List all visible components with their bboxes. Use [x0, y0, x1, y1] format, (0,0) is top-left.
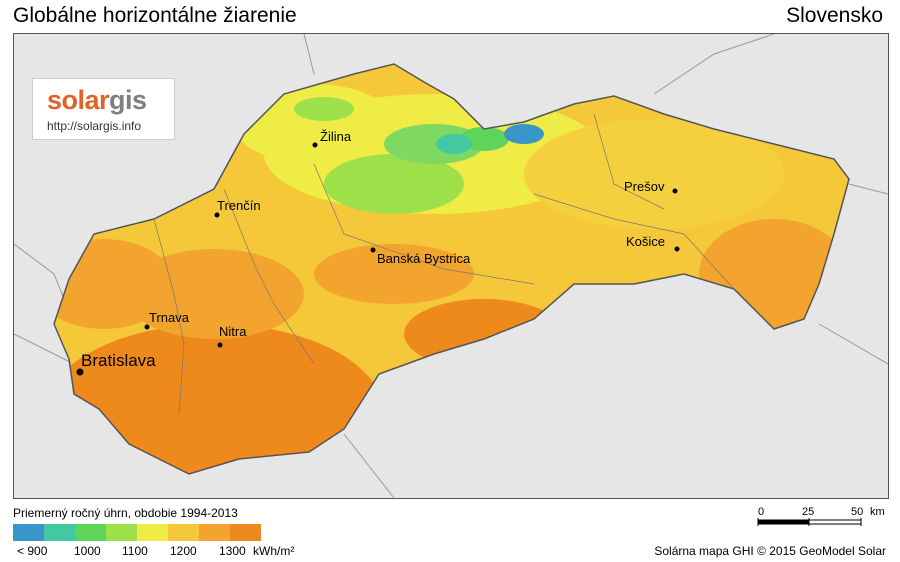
city-label: Banská Bystrica	[377, 251, 471, 266]
city-label: Žilina	[320, 129, 352, 144]
legend-swatch	[168, 524, 199, 541]
legend-title: Priemerný ročný úhrn, obdobie 1994-2013	[13, 506, 238, 520]
city-label: Bratislava	[81, 351, 156, 370]
legend-swatch	[13, 524, 44, 541]
map-title: Globálne horizontálne žiarenie	[13, 4, 297, 27]
map-svg	[14, 34, 888, 498]
city-label: Prešov	[624, 179, 665, 194]
legend-swatch	[137, 524, 168, 541]
legend-label: 1000	[74, 544, 101, 558]
solargis-logo[interactable]: solargis http://solargis.info	[32, 78, 175, 140]
scale-unit: km	[870, 506, 885, 518]
city-label: Trenčín	[217, 198, 261, 213]
logo-url[interactable]: http://solargis.info	[47, 119, 142, 133]
map-canvas[interactable]: solargis http://solargis.info Žilina Tre…	[13, 33, 889, 499]
city-dot-icon	[217, 342, 223, 348]
city-dot-icon	[312, 142, 318, 148]
country-border	[53, 63, 850, 475]
legend-label: 1200	[170, 544, 197, 558]
legend-unit: kWh/m²	[253, 544, 295, 558]
city-dot-icon	[76, 368, 84, 376]
legend-swatch	[75, 524, 106, 541]
scale-label: 25	[802, 506, 815, 518]
scale-bar	[757, 518, 862, 526]
legend-swatch	[44, 524, 75, 541]
country-name: Slovensko	[786, 4, 883, 27]
city-dot-icon	[214, 212, 220, 218]
city-label: Nitra	[219, 324, 247, 339]
legend-label: 1300	[219, 544, 246, 558]
scale-label: 0	[758, 506, 765, 518]
map-credit: Solárna mapa GHI © 2015 GeoModel Solar	[654, 544, 886, 558]
city-dot-icon	[674, 246, 680, 252]
city-label: Košice	[626, 234, 666, 249]
neighbor-borders	[14, 34, 888, 498]
city-dot-icon	[370, 247, 376, 253]
city-dot-icon	[672, 188, 678, 194]
city-label: Trnava	[149, 310, 189, 325]
legend-label: < 900	[17, 544, 48, 558]
city-dot-icon	[144, 324, 150, 330]
legend-swatch	[199, 524, 230, 541]
legend-swatch	[230, 524, 261, 541]
scale-label: 50	[851, 506, 864, 518]
logo-wordmark: solargis	[47, 85, 147, 115]
region-borders	[153, 113, 735, 415]
legend-color-bar	[13, 524, 261, 541]
legend-label: 1100	[122, 544, 148, 558]
legend-swatch	[106, 524, 137, 541]
